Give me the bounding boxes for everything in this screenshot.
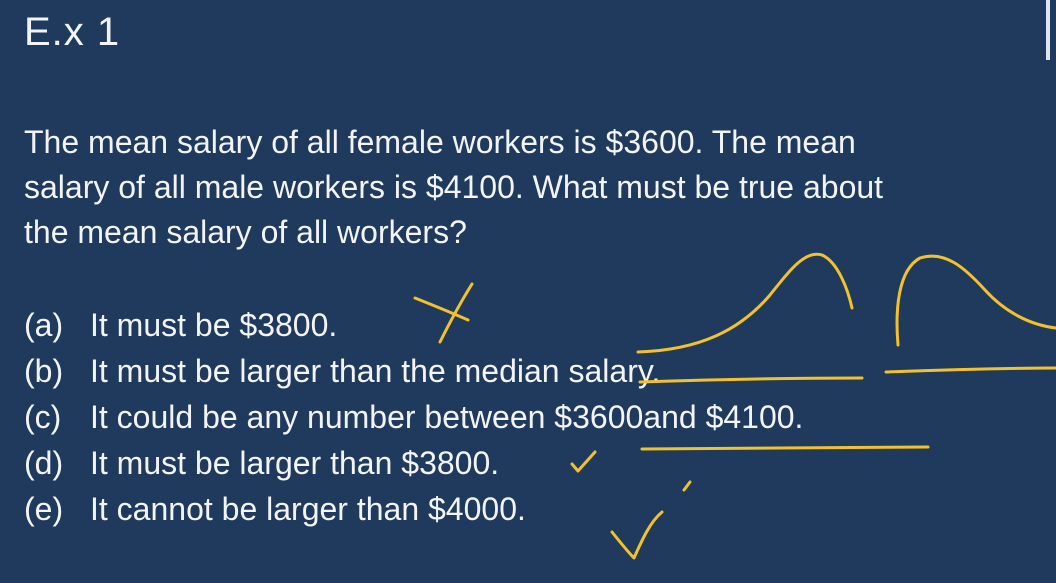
option-letter: (e) <box>24 491 64 527</box>
underline <box>884 366 1056 374</box>
option-letter: (d) <box>24 445 64 481</box>
option-c: (c) It could be any number between $3600… <box>24 394 803 440</box>
option-a: (a) It must be $3800. <box>24 302 803 348</box>
option-text: It must be larger than $3800. <box>90 445 500 481</box>
option-b: (b) It must be larger than the median sa… <box>24 348 803 394</box>
cross-mark <box>413 296 470 322</box>
option-letter: (b) <box>24 353 64 389</box>
option-text: It must be larger than the median salary… <box>90 353 661 389</box>
question-line: the mean salary of all workers? <box>24 214 467 250</box>
underline <box>640 445 930 451</box>
check-mark <box>570 450 597 473</box>
question-line: salary of all male workers is $4100. Wha… <box>24 169 884 205</box>
option-text: It must be $3800. <box>90 307 338 343</box>
cross-mark <box>438 282 474 344</box>
answer-options: (a) It must be $3800. (b) It must be lar… <box>24 302 803 532</box>
distribution-curve <box>636 252 854 354</box>
underline <box>638 376 864 384</box>
option-letter: (a) <box>24 307 64 343</box>
check-mark <box>610 510 664 560</box>
question-text: The mean salary of all female workers is… <box>24 120 1054 255</box>
slide-title: E.x 1 <box>24 10 121 54</box>
option-text: It cannot be larger than $4000. <box>90 491 526 527</box>
distribution-curve <box>895 254 1056 347</box>
option-text: It could be any number between $3600and … <box>90 399 804 435</box>
window-edge-bar <box>1046 0 1050 60</box>
option-e: (e) It cannot be larger than $4000. <box>24 486 803 532</box>
option-d: (d) It must be larger than $3800. <box>24 440 803 486</box>
check-mark <box>682 480 692 492</box>
option-letter: (c) <box>24 399 62 435</box>
question-line: The mean salary of all female workers is… <box>24 124 856 160</box>
